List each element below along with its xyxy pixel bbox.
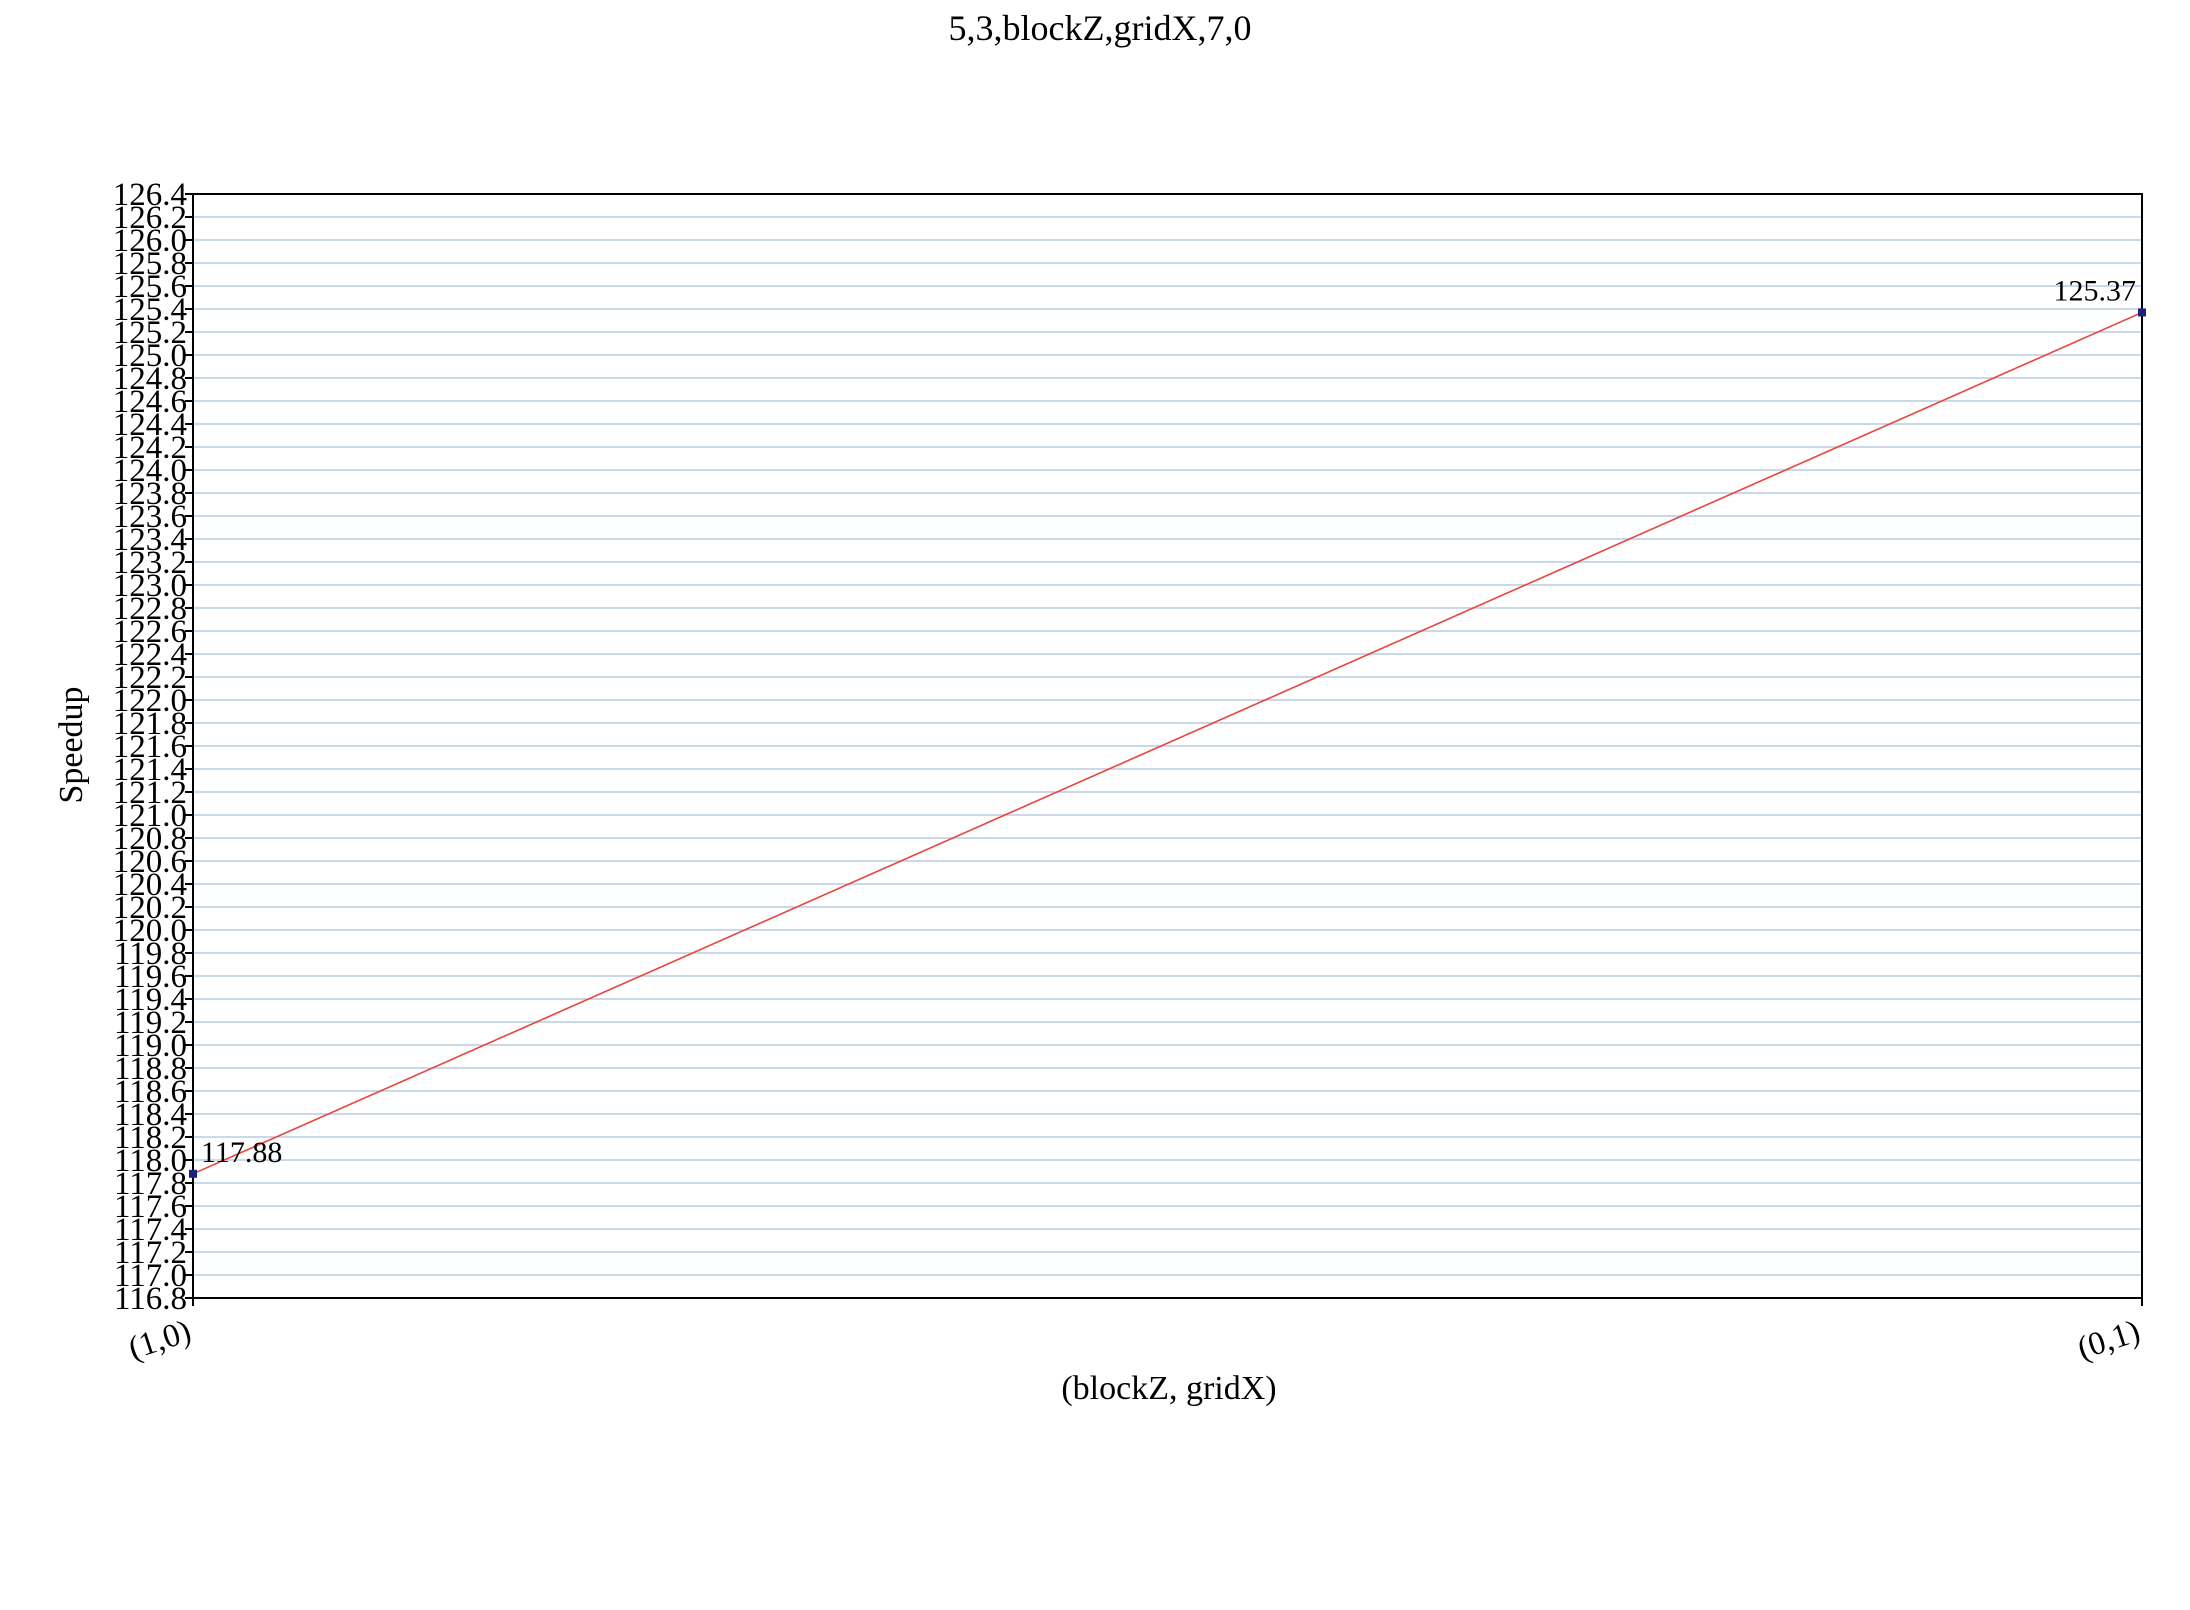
y-tick-label: 116.8 — [114, 1281, 187, 1317]
y-tick-label: 122.0 — [113, 683, 187, 719]
y-tick-label: 122.8 — [113, 591, 187, 627]
y-tick-label: 125.4 — [113, 292, 187, 328]
y-tick-label: 124.0 — [113, 453, 187, 489]
y-tick-label: 125.6 — [113, 269, 187, 305]
y-tick-label: 118.2 — [114, 1120, 187, 1156]
data-label: 125.37 — [2054, 274, 2137, 307]
y-axis: 116.8117.0117.2117.4117.6117.8118.0118.2… — [113, 177, 193, 1317]
y-tick-label: 124.8 — [113, 361, 187, 397]
y-tick-label: 126.4 — [113, 177, 187, 213]
y-tick-label: 123.4 — [113, 522, 187, 558]
y-tick-label: 120.8 — [113, 821, 187, 857]
y-tick-label: 119.2 — [114, 1005, 187, 1041]
y-tick-label: 117.2 — [114, 1235, 187, 1271]
y-tick-label: 118.4 — [114, 1097, 187, 1133]
y-tick-label: 123.2 — [113, 545, 187, 581]
y-tick-label: 122.2 — [113, 660, 187, 696]
x-tick-label: (0,1) — [2073, 1313, 2144, 1367]
chart-title: 5,3,blockZ,gridX,7,0 — [949, 8, 1252, 48]
y-tick-label: 121.2 — [113, 775, 187, 811]
y-tick-label: 119.4 — [114, 982, 187, 1018]
y-tick-label: 123.8 — [113, 476, 187, 512]
y-tick-label: 122.6 — [113, 614, 187, 650]
y-tick-label: 118.0 — [114, 1143, 187, 1179]
x-axis: (1,0) (0,1) — [124, 1298, 2144, 1367]
y-tick-label: 119.0 — [114, 1028, 187, 1064]
y-tick-label: 124.4 — [113, 407, 187, 443]
y-tick-label: 125.0 — [113, 338, 187, 374]
y-tick-label: 120.6 — [113, 844, 187, 880]
y-tick-label: 123.6 — [113, 499, 187, 535]
y-tick-label: 119.6 — [114, 959, 187, 995]
y-tick-label: 117.6 — [114, 1189, 187, 1225]
data-label: 117.88 — [201, 1136, 282, 1169]
y-tick-label: 121.0 — [113, 798, 187, 834]
y-tick-label: 124.6 — [113, 384, 187, 420]
y-tick-label: 126.0 — [113, 223, 187, 259]
y-tick-label: 125.2 — [113, 315, 187, 351]
y-axis-title: Speedup — [53, 686, 90, 803]
x-axis-title: (blockZ, gridX) — [1061, 1370, 1276, 1407]
y-tick-label: 120.2 — [113, 890, 187, 926]
series-line — [192, 311, 2143, 1175]
y-tick-label: 125.8 — [113, 246, 187, 282]
gridlines — [193, 216, 2142, 1276]
y-tick-label: 126.2 — [113, 200, 187, 236]
y-tick-label: 119.8 — [114, 936, 187, 972]
series-layer: 117.88 125.37 — [189, 274, 2146, 1178]
y-tick-label: 118.8 — [114, 1051, 187, 1087]
y-tick-label: 120.0 — [113, 913, 187, 949]
y-tick-label: 122.4 — [113, 637, 187, 673]
y-tick-label: 121.6 — [113, 729, 187, 765]
y-tick-label: 121.8 — [113, 706, 187, 742]
y-tick-label: 120.4 — [113, 867, 187, 903]
y-tick-label: 117.4 — [114, 1212, 187, 1248]
y-tick-label: 117.8 — [114, 1166, 187, 1202]
y-tick-label: 123.0 — [113, 568, 187, 604]
y-tick-label: 121.4 — [113, 752, 187, 788]
y-tick-label: 124.2 — [113, 430, 187, 466]
data-point-marker — [189, 1169, 197, 1178]
y-tick-label: 118.6 — [114, 1074, 187, 1110]
data-point-marker — [2138, 308, 2146, 317]
x-tick-label: (1,0) — [124, 1313, 195, 1367]
y-tick-label: 117.0 — [114, 1258, 187, 1294]
